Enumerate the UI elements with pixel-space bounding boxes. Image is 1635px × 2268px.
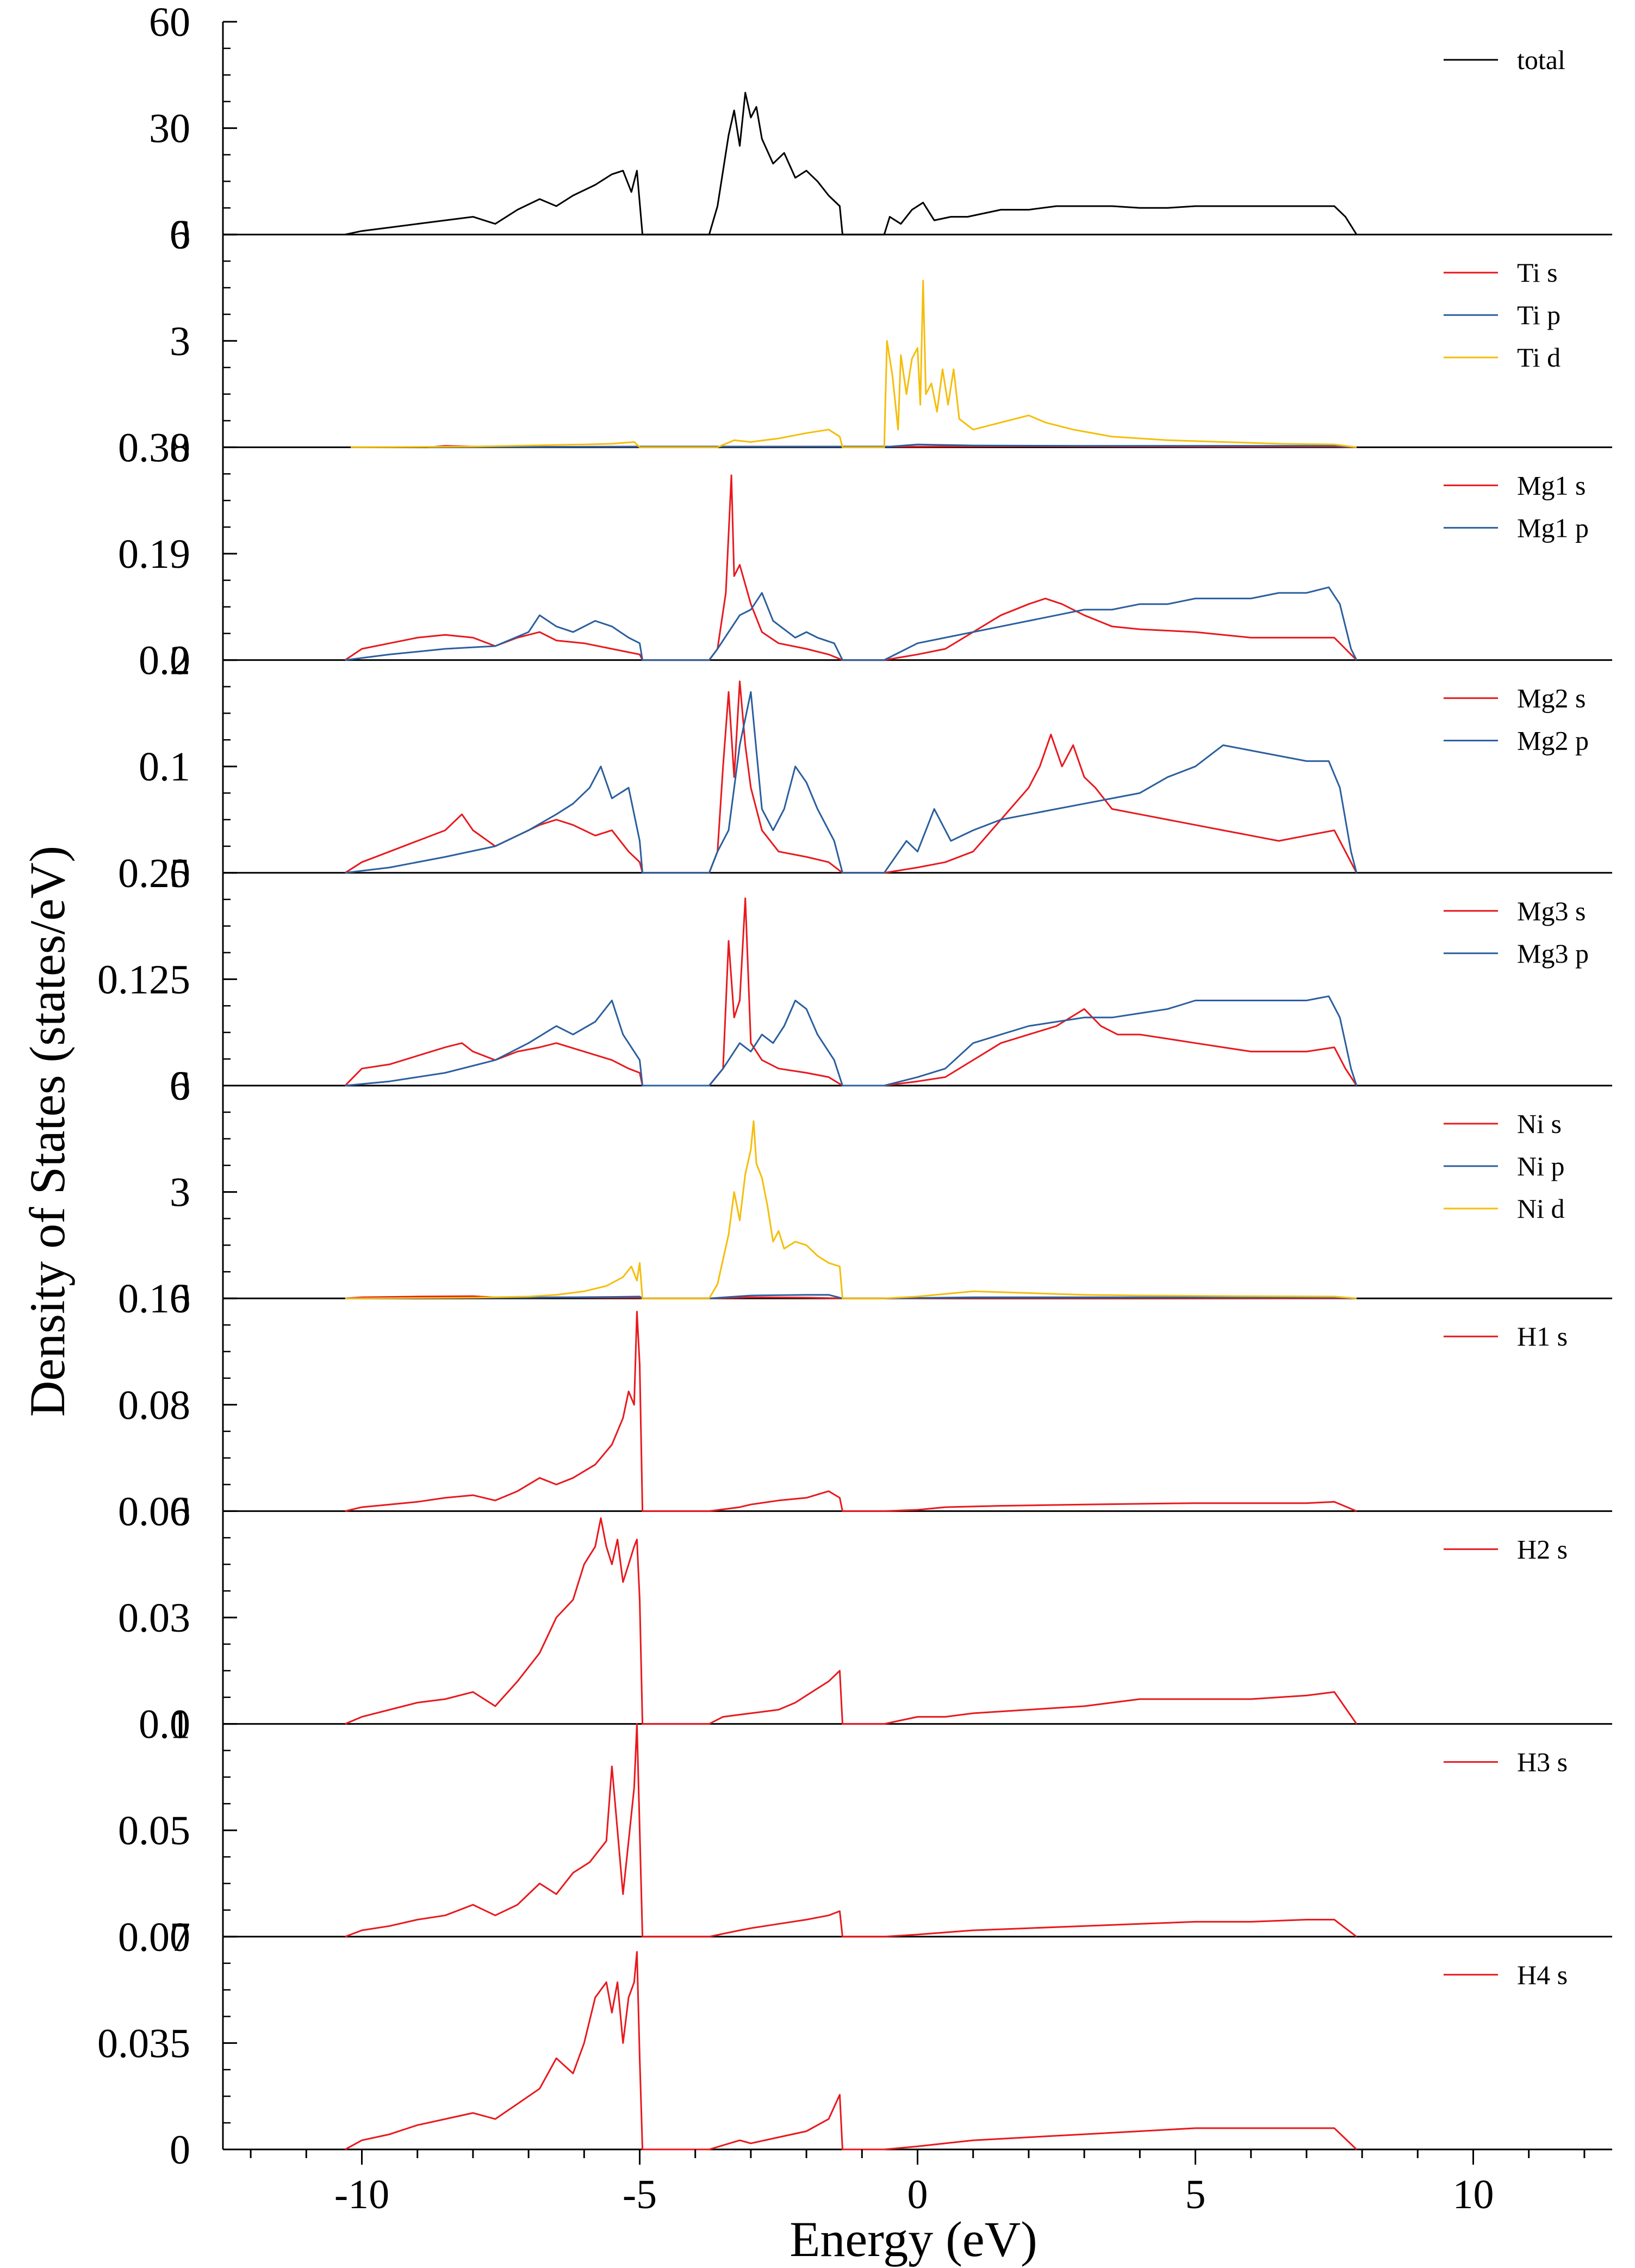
- y-tick-label: 0.2: [139, 638, 190, 684]
- legend-label: Ti p: [1517, 300, 1561, 330]
- series-line-mg2-s: [344, 680, 1358, 874]
- y-tick-label: 30: [149, 106, 190, 152]
- y-tick-label: 0.06: [118, 1489, 190, 1534]
- y-tick-label: 3: [170, 319, 190, 364]
- panel-3: 0 0.19 0.38 Mg1 s Mg1 p: [118, 425, 1612, 684]
- legend-label: Ti d: [1517, 342, 1561, 373]
- x-tick-label: 5: [1185, 2172, 1206, 2217]
- y-tick-label: 0: [170, 2127, 190, 2173]
- legend-label: Ni s: [1517, 1108, 1562, 1139]
- x-tick-label: -5: [623, 2172, 657, 2217]
- x-axis: -10 -5 0 5 10: [250, 2149, 1586, 2217]
- x-axis-title: Energy (eV): [789, 2211, 1037, 2267]
- legend-label: H3 s: [1517, 1747, 1568, 1777]
- panel-8: 0 0.03 0.06 H2 s: [118, 1489, 1612, 1748]
- panel-4: 0 0.1 0.2 Mg2 s Mg2 p: [139, 638, 1612, 896]
- series-line-mg2-p: [345, 691, 1358, 874]
- y-tick-label: 0.03: [118, 1595, 190, 1641]
- y-tick-label: 0.08: [118, 1383, 190, 1428]
- y-tick-label: 0: [170, 425, 190, 470]
- series-line-ti-d: [351, 280, 1357, 448]
- y-axis-title: Density of States (states/eV): [20, 846, 75, 1417]
- legend-label: H1 s: [1517, 1321, 1568, 1352]
- legend-label: H4 s: [1517, 1960, 1568, 1990]
- y-tick-label: 0.25: [118, 851, 190, 896]
- y-tick-label: 0: [170, 638, 190, 684]
- y-tick-label: 0: [170, 1276, 190, 1322]
- y-tick-label: 3: [170, 1170, 190, 1216]
- y-tick-label: 0.38: [118, 425, 190, 470]
- y-tick-label: 0.07: [118, 1914, 190, 1960]
- y-tick-label: 0: [170, 1702, 190, 1748]
- y-tick-label: 0.19: [118, 531, 190, 577]
- y-tick-label: 0.1: [139, 744, 190, 790]
- series-line-mg3-p: [345, 995, 1358, 1087]
- panel-9: 0 0.05 0.1 H3 s: [118, 1702, 1612, 1960]
- legend-label: Ti s: [1517, 257, 1558, 288]
- series-line-total: [345, 91, 1358, 236]
- y-tick-label: 0.1: [139, 1702, 190, 1748]
- y-tick-label: 0.05: [118, 1808, 190, 1854]
- y-tick-label: 0: [170, 1914, 190, 1960]
- y-tick-label: 6: [170, 212, 190, 258]
- legend-label: Mg3 s: [1517, 896, 1586, 926]
- series-line-ni-p: [345, 1294, 1357, 1299]
- legend-label: total: [1517, 45, 1565, 75]
- y-tick-label: 0: [170, 212, 190, 258]
- series-line-ti-p: [428, 443, 1357, 448]
- panel-1: 0 30 60 total: [149, 0, 1612, 258]
- panel-7: 0 0.08 0.16 H1 s: [118, 1276, 1612, 1534]
- y-tick-label: 6: [170, 1063, 190, 1109]
- y-tick-label: 0: [170, 1489, 190, 1534]
- y-tick-label: 60: [149, 0, 190, 45]
- legend-label: Mg1 p: [1517, 512, 1589, 543]
- y-tick-label: 0.16: [118, 1276, 190, 1322]
- series-line-h3-s: [345, 1723, 1357, 1938]
- legend-label: Mg2 p: [1517, 726, 1589, 756]
- x-tick-label: 0: [907, 2172, 928, 2217]
- y-tick-label: 0: [170, 1063, 190, 1109]
- y-tick-label: 0.125: [97, 957, 190, 1002]
- series-line-ni-d: [345, 1120, 1357, 1299]
- series-line-mg1-s: [344, 474, 1357, 661]
- y-tick-label: 0: [170, 851, 190, 896]
- legend-label: Mg1 s: [1517, 470, 1586, 500]
- x-tick-label: 10: [1453, 2172, 1494, 2217]
- panel-5: 0 0.125 0.25 Mg3 s Mg3 p: [97, 851, 1612, 1109]
- panel-2: 0 3 6 Ti s Ti p Ti d: [170, 212, 1612, 470]
- panel-6: 0 3 6 Ni s Ni p Ni d: [170, 1063, 1612, 1322]
- x-tick-label: -10: [334, 2172, 389, 2217]
- series-line-mg1-p: [345, 586, 1358, 661]
- legend-label: Mg2 s: [1517, 683, 1586, 714]
- legend-label: Ni p: [1517, 1151, 1565, 1181]
- legend-label: Mg3 p: [1517, 938, 1589, 969]
- series-line-h1-s: [345, 1311, 1357, 1512]
- panel-10: 0 0.035 0.07 H4 s: [97, 1914, 1612, 2173]
- series-line-mg3-s: [344, 897, 1358, 1087]
- series-line-h4-s: [345, 1951, 1357, 2151]
- legend-label: H2 s: [1517, 1534, 1568, 1564]
- legend-label: Ni d: [1517, 1193, 1565, 1224]
- series-line-h2-s: [345, 1517, 1358, 1725]
- y-tick-label: 0.035: [97, 2021, 190, 2066]
